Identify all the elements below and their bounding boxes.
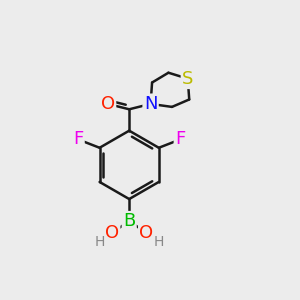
Text: F: F <box>73 130 83 148</box>
Text: O: O <box>101 95 115 113</box>
Text: O: O <box>105 224 119 242</box>
Text: N: N <box>144 95 157 113</box>
Text: B: B <box>123 212 135 230</box>
Text: H: H <box>94 235 105 248</box>
Text: H: H <box>154 235 164 248</box>
Text: O: O <box>140 224 154 242</box>
Text: F: F <box>175 130 185 148</box>
Text: S: S <box>182 70 194 88</box>
